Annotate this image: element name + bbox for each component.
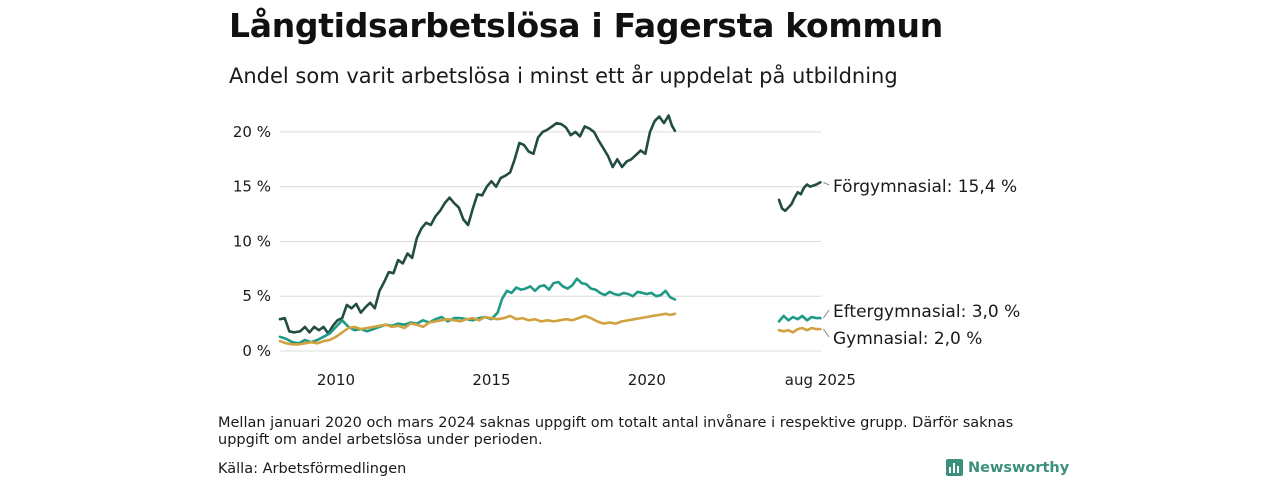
y-tick-label: 5 % xyxy=(242,287,271,305)
series-line-gymnasial xyxy=(278,312,677,346)
series-line-eftergymnasial xyxy=(278,277,677,345)
x-tick-label: 2015 xyxy=(472,371,510,389)
series-label-gymnasial: Gymnasial: 2,0 % xyxy=(833,329,982,349)
brand-name: Newsworthy xyxy=(968,459,1070,476)
y-tick-label: 10 % xyxy=(233,232,271,250)
y-tick-label: 15 % xyxy=(233,178,271,196)
series-line-förgymnasial-recent xyxy=(777,181,822,213)
y-tick-label: 0 % xyxy=(242,342,271,360)
brand-logo[interactable]: Newsworthy xyxy=(946,459,1069,476)
series-line-eftergymnasial-recent xyxy=(777,314,822,323)
series-label-förgymnasial: Förgymnasial: 15,4 % xyxy=(833,177,1017,197)
label-connector xyxy=(822,328,830,338)
series-line-förgymnasial xyxy=(278,114,677,335)
footnote: Mellan januari 2020 och mars 2024 saknas… xyxy=(218,415,1014,448)
label-connector xyxy=(822,309,830,319)
axis-layer: 0 % 5 % 10 % 15 % 20 % 2010 2015 2020 aug 2025 xyxy=(233,123,856,389)
series-label-eftergymnasial: Eftergymnasial: 3,0 % xyxy=(833,302,1020,322)
label-connector xyxy=(823,181,830,186)
x-tick-label: 2010 xyxy=(317,371,355,389)
series-layer xyxy=(278,114,822,346)
y-tick-label: 20 % xyxy=(233,123,271,141)
x-tick-label: aug 2025 xyxy=(785,371,856,389)
source-text: Källa: Arbetsförmedlingen xyxy=(218,461,407,477)
series-line-gymnasial-recent xyxy=(777,326,822,334)
page-title: Långtidsarbetslösa i Fagersta kommun xyxy=(229,6,943,45)
grid-layer xyxy=(280,131,821,352)
x-tick-label: 2020 xyxy=(628,371,666,389)
newsworthy-icon xyxy=(946,459,963,476)
page-subtitle: Andel som varit arbetslösa i minst ett å… xyxy=(229,64,898,88)
series-label-layer: Förgymnasial: 15,4 % Eftergymnasial: 3,0 … xyxy=(822,177,1020,349)
